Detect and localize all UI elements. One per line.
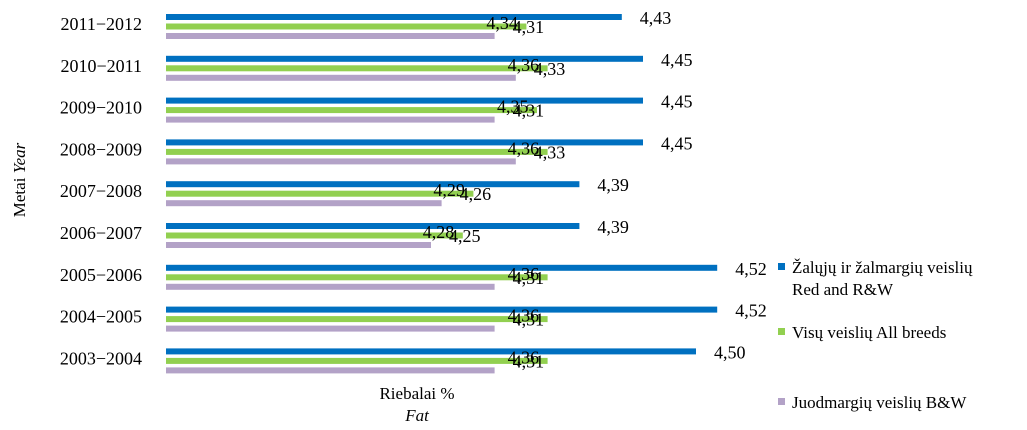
data-label-series-0: 4,50: [714, 342, 746, 362]
category-label: 2010−2011: [61, 56, 142, 76]
data-label-series-2: 4,33: [534, 142, 566, 162]
bar-series-0: [166, 181, 580, 188]
data-label-series-1: 4,35: [497, 97, 529, 117]
data-label-series-2: 4,33: [534, 59, 566, 79]
data-label-series-1: 4,36: [508, 55, 539, 75]
bar-series-0: [166, 139, 643, 146]
bar-series-2: [166, 325, 495, 332]
category-label: 2005−2006: [60, 265, 142, 285]
bar-series-2: [166, 158, 516, 165]
bar-series-0: [166, 348, 696, 355]
data-label-series-1: 4,36: [508, 306, 539, 326]
legend-label-red-rw-1: Žalųjų ir žalmargių veislių: [792, 258, 973, 277]
bar-series-2: [166, 74, 516, 81]
legend-swatch-all-breeds: [778, 328, 785, 335]
bar-series-1: [166, 190, 474, 197]
category-label: 2008−2009: [60, 139, 142, 159]
data-label-series-0: 4,52: [735, 259, 767, 279]
category-label: 2004−2005: [60, 307, 142, 327]
data-label-series-1: 4,29: [433, 180, 465, 200]
bar-series-1: [166, 148, 548, 155]
bar-series-2: [166, 283, 495, 290]
bar-series-1: [166, 357, 548, 364]
data-label-series-2: 4,31: [513, 351, 545, 371]
bar-series-2: [166, 367, 495, 374]
bar-series-1: [166, 232, 463, 239]
category-label: 2009−2010: [60, 98, 142, 118]
data-label-series-2: 4,31: [513, 310, 545, 330]
data-label-series-0: 4,39: [597, 217, 629, 237]
data-label-series-1: 4,34: [486, 13, 518, 33]
data-label-series-0: 4,45: [661, 50, 693, 70]
bar-series-0: [166, 55, 643, 62]
bar-series-0: [166, 223, 580, 229]
data-label-series-0: 4,52: [735, 301, 767, 321]
bar-series-0: [166, 264, 718, 271]
y-axis-title: Metai Year: [10, 142, 29, 217]
bar-series-0: [166, 97, 643, 104]
legend-label-red-rw-2: Red and R&W: [792, 280, 894, 299]
bar-series-2: [166, 200, 442, 207]
category-label: 2003−2004: [60, 348, 142, 368]
legend: Žalųjų ir žalmargių veislių Red and R&W …: [778, 258, 973, 412]
data-label-series-0: 4,45: [661, 133, 693, 153]
x-axis-title-line1: Riebalai %: [379, 384, 454, 403]
bar-series-2: [166, 33, 495, 39]
category-label: 2007−2008: [60, 181, 142, 201]
data-label-series-1: 4,36: [508, 264, 539, 284]
legend-label-bw: Juodmargių veislių B&W: [792, 393, 967, 412]
category-axis-labels: 2011−2012 2010−2011 2009−2010 2008−2009 2007…: [60, 14, 142, 368]
bar-series-1: [166, 23, 527, 30]
data-label-series-0: 4,45: [661, 92, 693, 112]
data-label-series-2: 4,31: [513, 101, 545, 121]
category-label: 2011−2012: [61, 14, 142, 34]
data-label-series-2: 4,26: [460, 184, 492, 204]
bar-series-2: [166, 242, 431, 248]
legend-label-all-breeds: Visų veislių All breeds: [792, 323, 946, 342]
bar-series-1: [166, 274, 548, 281]
x-axis-title-line2: Fat: [404, 406, 430, 425]
data-label-series-0: 4,43: [640, 8, 672, 28]
data-label-series-0: 4,39: [597, 175, 629, 195]
data-labels: 4,434,344,314,454,364,334,454,354,314,45…: [423, 8, 767, 371]
data-label-series-2: 4,31: [513, 17, 545, 37]
legend-swatch-red-rw: [778, 263, 785, 270]
bar-series-2: [166, 116, 495, 123]
data-label-series-1: 4,36: [508, 138, 539, 158]
category-label: 2006−2007: [60, 223, 142, 243]
data-label-series-1: 4,36: [508, 347, 539, 367]
data-label-series-2: 4,31: [513, 268, 545, 288]
data-label-series-1: 4,28: [423, 222, 455, 242]
bar-series-0: [166, 14, 622, 20]
legend-swatch-bw: [778, 398, 785, 405]
bars: [166, 14, 718, 374]
bar-series-1: [166, 65, 548, 72]
data-label-series-2: 4,25: [449, 226, 481, 246]
bar-series-1: [166, 107, 537, 114]
bar-series-1: [166, 316, 548, 323]
bar-series-0: [166, 306, 718, 313]
